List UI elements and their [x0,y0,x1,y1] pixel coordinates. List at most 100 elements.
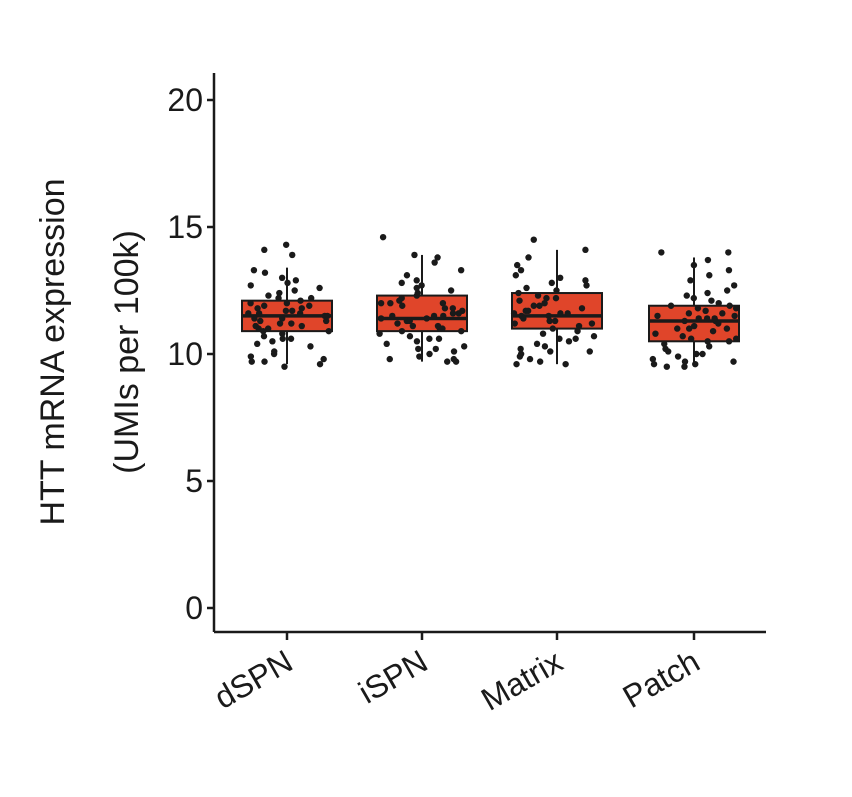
data-point [316,360,324,368]
data-point [516,297,523,304]
data-point [406,317,413,325]
data-point [543,294,550,302]
data-point [556,335,563,342]
data-point [444,358,451,365]
data-point [683,292,690,299]
data-point [287,335,295,342]
data-point [298,305,305,312]
data-point [704,289,711,297]
data-point [530,302,538,309]
data-point [547,348,554,355]
data-point [398,327,406,335]
data-point [292,277,300,284]
data-point [513,360,520,368]
data-point [418,282,425,289]
data-point [261,358,268,365]
data-point [264,325,272,332]
data-point [546,317,553,325]
data-point [520,315,527,322]
data-point [413,277,420,284]
data-point [450,355,457,363]
data-point [708,297,715,304]
data-point [282,307,290,315]
data-point [245,310,252,317]
data-point [715,300,722,307]
box-matrix [511,249,603,365]
x-tick-label: Matrix [475,643,568,718]
data-point [251,315,258,322]
data-point [731,312,738,320]
data-point [723,287,731,294]
data-point [524,307,532,315]
data-point [690,261,698,269]
data-point [260,333,268,340]
data-point [403,272,411,279]
data-point [674,353,682,360]
data-point [406,333,414,340]
data-point [254,340,261,348]
data-point [270,350,278,358]
data-point [667,302,675,309]
data-point [279,315,286,322]
data-point [530,236,537,243]
data-point [693,350,700,358]
data-point [687,335,695,342]
data-point [436,325,444,332]
data-point [440,312,447,320]
data-point [551,317,559,325]
data-point [458,327,465,335]
data-point [533,340,541,348]
data-point [685,325,693,332]
data-point [545,312,552,320]
data-point [265,292,272,299]
data-point [377,300,385,307]
data-point [320,355,327,363]
data-point [278,274,286,281]
data-point [516,353,524,360]
data-point [553,287,560,294]
data-point [394,320,401,327]
data-point [296,310,304,317]
data-point [582,277,589,284]
data-point [512,272,520,279]
data-point [457,266,465,274]
data-point [430,312,438,320]
data-point [460,343,468,350]
data-point [725,266,733,274]
data-point [552,294,560,302]
data-point [690,322,698,330]
data-point [541,343,549,350]
data-point [582,246,589,254]
data-point [291,287,298,294]
data-point [376,330,383,337]
data-point [517,266,525,274]
data-point [557,310,564,317]
data-point [449,305,457,312]
x-ticks: dSPN iSPN Matrix Patch [208,632,706,718]
data-point [275,294,282,302]
data-point [564,310,571,317]
data-point [298,322,305,330]
data-point [377,315,385,322]
data-point [288,307,296,315]
data-point [379,233,387,241]
data-point [695,315,702,322]
data-point [398,279,405,287]
data-point [723,325,731,332]
data-point [726,302,733,309]
data-point [307,294,315,302]
data-point [715,320,722,327]
data-point [652,330,659,337]
data-point [562,360,569,368]
data-point [586,348,593,355]
data-point [732,335,740,342]
data-point [269,338,276,345]
data-point [674,325,681,332]
data-point [260,327,267,335]
data-point [706,343,713,350]
data-point [255,310,263,317]
data-point [574,327,581,335]
y-tick-label: 15 [167,209,203,245]
data-point [536,302,543,309]
data-point [247,300,254,307]
